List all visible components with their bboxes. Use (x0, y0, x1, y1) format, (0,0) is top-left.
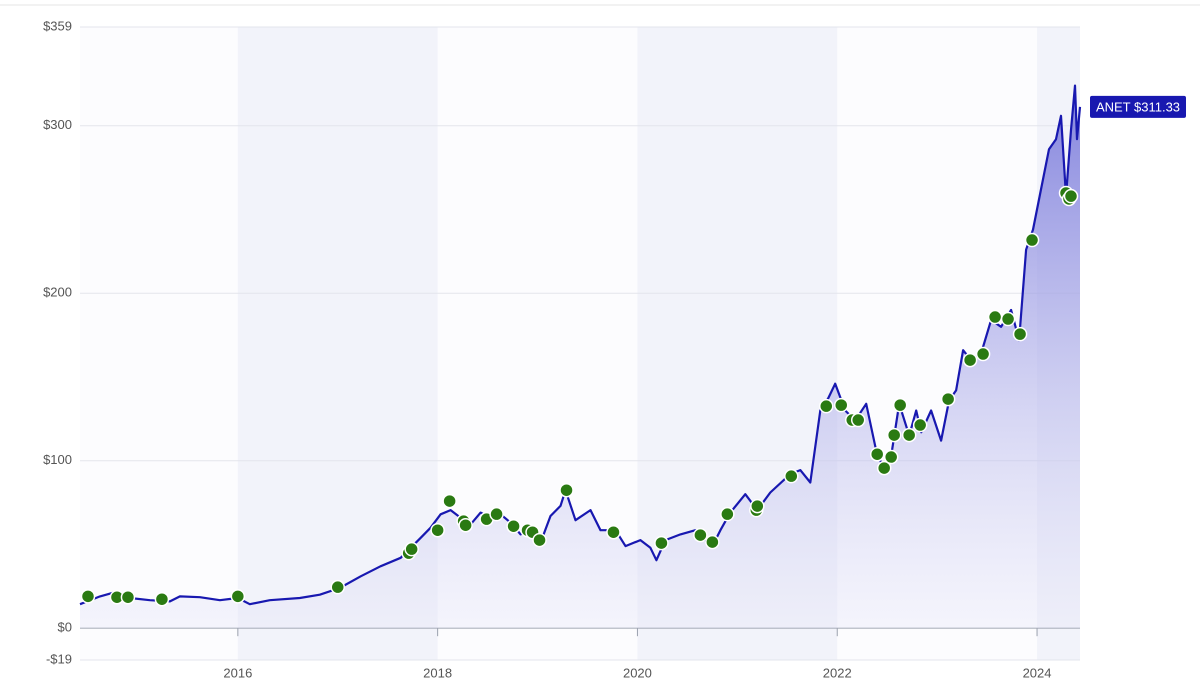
event-marker (404, 541, 419, 557)
event-marker (489, 506, 504, 522)
event-marker (962, 352, 978, 368)
event-marker (850, 412, 866, 428)
event-marker (120, 589, 136, 605)
event-marker (1000, 311, 1016, 327)
y-tick-label: $300 (43, 117, 72, 132)
price-area (80, 85, 1080, 629)
event-marker (869, 446, 885, 462)
event-marker (705, 534, 720, 550)
event-marker (876, 460, 892, 476)
event-marker (154, 591, 170, 607)
event-marker (892, 397, 908, 413)
event-marker (819, 398, 834, 414)
event-marker (559, 482, 574, 498)
y-tick-label: $200 (43, 285, 72, 300)
price-badge-label: ANET $311.33 (1096, 99, 1180, 114)
y-tick-label: $359 (43, 18, 72, 33)
event-marker (606, 524, 621, 540)
event-marker (1063, 188, 1079, 204)
event-marker (975, 346, 991, 362)
y-tick-label: -$19 (46, 651, 72, 666)
event-marker (720, 506, 735, 522)
event-marker (532, 532, 547, 548)
x-tick-label: 2024 (1023, 665, 1052, 680)
event-marker (693, 527, 708, 543)
event-marker (654, 535, 669, 551)
event-marker (750, 498, 765, 514)
event-marker (912, 417, 928, 433)
y-tick-label: $100 (43, 452, 72, 467)
event-marker (230, 589, 246, 604)
event-marker (442, 493, 457, 509)
event-marker (1024, 232, 1040, 248)
x-tick-label: 2016 (223, 665, 252, 680)
event-marker (458, 517, 473, 533)
event-marker (784, 468, 799, 484)
event-marker (987, 309, 1003, 325)
event-marker (1012, 326, 1028, 342)
y-tick-label: $0 (58, 620, 72, 635)
x-tick-label: 2020 (623, 665, 652, 680)
event-marker (833, 397, 849, 413)
event-marker (330, 579, 345, 595)
event-marker (886, 427, 902, 443)
x-tick-label: 2018 (423, 665, 452, 680)
event-marker (506, 518, 521, 534)
price-badge (1090, 95, 1186, 118)
event-marker (901, 427, 917, 443)
event-marker (940, 391, 956, 407)
event-marker (80, 589, 96, 604)
event-marker (883, 449, 899, 465)
event-marker (430, 522, 445, 538)
x-tick-label: 2022 (823, 665, 852, 680)
